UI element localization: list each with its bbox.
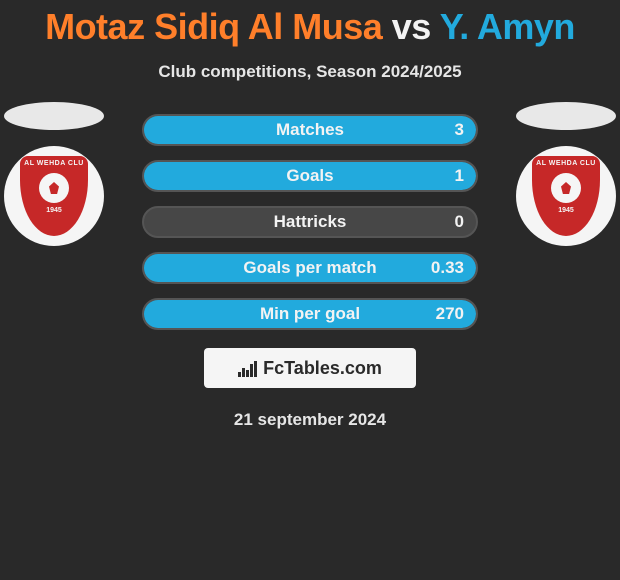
player1-name: Motaz Sidiq Al Musa	[45, 6, 382, 47]
stat-label: Goals	[144, 166, 476, 186]
stats-table: Matches3Goals1Hattricks0Goals per match0…	[142, 114, 478, 330]
stat-row: Matches3	[142, 114, 478, 146]
vs-text: vs	[392, 6, 431, 47]
stat-value-right: 0	[455, 212, 464, 232]
stat-label: Min per goal	[144, 304, 476, 324]
player2-name: Y. Amyn	[440, 6, 575, 47]
ball-icon	[39, 173, 69, 203]
player2-profile: AL WEHDA CLU 1945	[516, 102, 616, 246]
club-year: 1945	[46, 207, 62, 214]
player1-profile: AL WEHDA CLU 1945	[4, 102, 104, 246]
subtitle: Club competitions, Season 2024/2025	[0, 62, 620, 82]
club-shield: AL WEHDA CLU 1945	[532, 156, 600, 236]
stat-value-right: 270	[436, 304, 464, 324]
stat-label: Goals per match	[144, 258, 476, 278]
player1-placeholder	[4, 102, 104, 130]
chart-icon	[238, 359, 257, 377]
comparison-area: AL WEHDA CLU 1945 AL WEHDA CLU 1945 Matc…	[0, 114, 620, 330]
club-year: 1945	[558, 207, 574, 214]
club-name: AL WEHDA CLU	[24, 160, 84, 167]
stat-value-right: 3	[455, 120, 464, 140]
branding-text: FcTables.com	[263, 358, 382, 379]
page-title: Motaz Sidiq Al Musa vs Y. Amyn	[0, 0, 620, 48]
stat-row: Min per goal270	[142, 298, 478, 330]
stat-label: Matches	[144, 120, 476, 140]
club-name: AL WEHDA CLU	[536, 160, 596, 167]
stat-row: Goals1	[142, 160, 478, 192]
stat-value-right: 0.33	[431, 258, 464, 278]
date-text: 21 september 2024	[0, 410, 620, 430]
stat-row: Goals per match0.33	[142, 252, 478, 284]
stat-value-right: 1	[455, 166, 464, 186]
stat-row: Hattricks0	[142, 206, 478, 238]
player2-club-badge: AL WEHDA CLU 1945	[516, 146, 616, 246]
player1-club-badge: AL WEHDA CLU 1945	[4, 146, 104, 246]
branding-box: FcTables.com	[204, 348, 416, 388]
player2-placeholder	[516, 102, 616, 130]
stat-label: Hattricks	[144, 212, 476, 232]
club-shield: AL WEHDA CLU 1945	[20, 156, 88, 236]
ball-icon	[551, 173, 581, 203]
